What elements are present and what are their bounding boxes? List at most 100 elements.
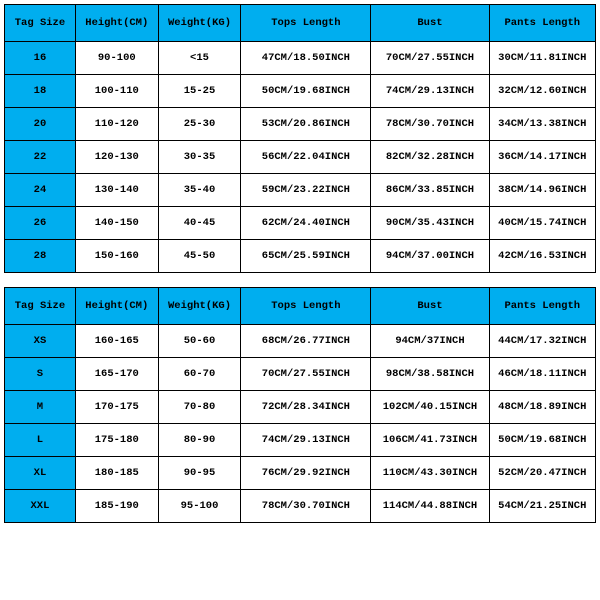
cell-value: 110CM/43.30INCH [371, 457, 489, 490]
cell-tag-size: M [5, 391, 76, 424]
cell-value: 60-70 [158, 358, 241, 391]
cell-value: 180-185 [75, 457, 158, 490]
cell-value: 44CM/17.32INCH [489, 325, 595, 358]
table-body: XS160-16550-6068CM/26.77INCH94CM/37INCH4… [5, 325, 596, 523]
cell-value: 30CM/11.81INCH [489, 42, 595, 75]
cell-value: 36CM/14.17INCH [489, 141, 595, 174]
cell-tag-size: 28 [5, 240, 76, 273]
cell-value: 56CM/22.04INCH [241, 141, 371, 174]
cell-value: 50CM/19.68INCH [489, 424, 595, 457]
cell-value: 90-100 [75, 42, 158, 75]
cell-value: 100-110 [75, 75, 158, 108]
cell-value: 70CM/27.55INCH [241, 358, 371, 391]
cell-tag-size: XS [5, 325, 76, 358]
cell-value: 47CM/18.50INCH [241, 42, 371, 75]
col-tops-length: Tops Length [241, 5, 371, 42]
cell-value: 175-180 [75, 424, 158, 457]
cell-tag-size: 20 [5, 108, 76, 141]
cell-value: 30-35 [158, 141, 241, 174]
col-pants-length: Pants Length [489, 288, 595, 325]
size-chart-adults: Tag Size Height(CM) Weight(KG) Tops Leng… [4, 287, 596, 523]
table-body: 1690-100<1547CM/18.50INCH70CM/27.55INCH3… [5, 42, 596, 273]
table-row: 22120-13030-3556CM/22.04INCH82CM/32.28IN… [5, 141, 596, 174]
table-gap [4, 273, 596, 287]
cell-value: 94CM/37.00INCH [371, 240, 489, 273]
table-row: 1690-100<1547CM/18.50INCH70CM/27.55INCH3… [5, 42, 596, 75]
cell-value: 185-190 [75, 490, 158, 523]
cell-value: 35-40 [158, 174, 241, 207]
cell-value: 42CM/16.53INCH [489, 240, 595, 273]
cell-value: 78CM/30.70INCH [371, 108, 489, 141]
col-weight: Weight(KG) [158, 5, 241, 42]
col-pants-length: Pants Length [489, 5, 595, 42]
table-row: M170-17570-8072CM/28.34INCH102CM/40.15IN… [5, 391, 596, 424]
cell-value: 76CM/29.92INCH [241, 457, 371, 490]
cell-tag-size: 18 [5, 75, 76, 108]
col-tops-length: Tops Length [241, 288, 371, 325]
table-row: 18100-11015-2550CM/19.68INCH74CM/29.13IN… [5, 75, 596, 108]
cell-value: 74CM/29.13INCH [371, 75, 489, 108]
table-header: Tag Size Height(CM) Weight(KG) Tops Leng… [5, 288, 596, 325]
cell-value: 98CM/38.58INCH [371, 358, 489, 391]
cell-tag-size: 16 [5, 42, 76, 75]
cell-tag-size: S [5, 358, 76, 391]
col-bust: Bust [371, 288, 489, 325]
cell-value: 130-140 [75, 174, 158, 207]
cell-value: 34CM/13.38INCH [489, 108, 595, 141]
cell-value: 70CM/27.55INCH [371, 42, 489, 75]
cell-value: 46CM/18.11INCH [489, 358, 595, 391]
table-row: 20110-12025-3053CM/20.86INCH78CM/30.70IN… [5, 108, 596, 141]
cell-tag-size: 22 [5, 141, 76, 174]
cell-value: 140-150 [75, 207, 158, 240]
cell-value: 165-170 [75, 358, 158, 391]
cell-tag-size: L [5, 424, 76, 457]
cell-value: 120-130 [75, 141, 158, 174]
size-chart-kids: Tag Size Height(CM) Weight(KG) Tops Leng… [4, 4, 596, 273]
cell-value: 74CM/29.13INCH [241, 424, 371, 457]
cell-value: 32CM/12.60INCH [489, 75, 595, 108]
table-row: S165-17060-7070CM/27.55INCH98CM/38.58INC… [5, 358, 596, 391]
cell-value: 40CM/15.74INCH [489, 207, 595, 240]
cell-tag-size: 26 [5, 207, 76, 240]
cell-value: 82CM/32.28INCH [371, 141, 489, 174]
col-height: Height(CM) [75, 288, 158, 325]
cell-value: 150-160 [75, 240, 158, 273]
cell-value: 15-25 [158, 75, 241, 108]
cell-value: 70-80 [158, 391, 241, 424]
cell-value: 25-30 [158, 108, 241, 141]
cell-value: 94CM/37INCH [371, 325, 489, 358]
cell-value: 170-175 [75, 391, 158, 424]
table-row: 28150-16045-5065CM/25.59INCH94CM/37.00IN… [5, 240, 596, 273]
cell-value: 38CM/14.96INCH [489, 174, 595, 207]
cell-value: 160-165 [75, 325, 158, 358]
cell-value: 53CM/20.86INCH [241, 108, 371, 141]
table-row: L175-18080-9074CM/29.13INCH106CM/41.73IN… [5, 424, 596, 457]
col-weight: Weight(KG) [158, 288, 241, 325]
cell-value: 59CM/23.22INCH [241, 174, 371, 207]
table-row: 26140-15040-4562CM/24.40INCH90CM/35.43IN… [5, 207, 596, 240]
table-row: XL180-18590-9576CM/29.92INCH110CM/43.30I… [5, 457, 596, 490]
cell-value: 90-95 [158, 457, 241, 490]
cell-value: 86CM/33.85INCH [371, 174, 489, 207]
cell-value: 68CM/26.77INCH [241, 325, 371, 358]
cell-value: 80-90 [158, 424, 241, 457]
cell-tag-size: 24 [5, 174, 76, 207]
cell-value: 102CM/40.15INCH [371, 391, 489, 424]
table-row: 24130-14035-4059CM/23.22INCH86CM/33.85IN… [5, 174, 596, 207]
col-bust: Bust [371, 5, 489, 42]
col-tag-size: Tag Size [5, 288, 76, 325]
cell-value: 110-120 [75, 108, 158, 141]
cell-value: 65CM/25.59INCH [241, 240, 371, 273]
cell-value: 45-50 [158, 240, 241, 273]
cell-value: 95-100 [158, 490, 241, 523]
cell-value: 40-45 [158, 207, 241, 240]
cell-value: <15 [158, 42, 241, 75]
cell-tag-size: XL [5, 457, 76, 490]
cell-value: 48CM/18.89INCH [489, 391, 595, 424]
cell-value: 50-60 [158, 325, 241, 358]
cell-value: 78CM/30.70INCH [241, 490, 371, 523]
cell-value: 50CM/19.68INCH [241, 75, 371, 108]
cell-value: 106CM/41.73INCH [371, 424, 489, 457]
table-row: XXL185-19095-10078CM/30.70INCH114CM/44.8… [5, 490, 596, 523]
cell-value: 62CM/24.40INCH [241, 207, 371, 240]
